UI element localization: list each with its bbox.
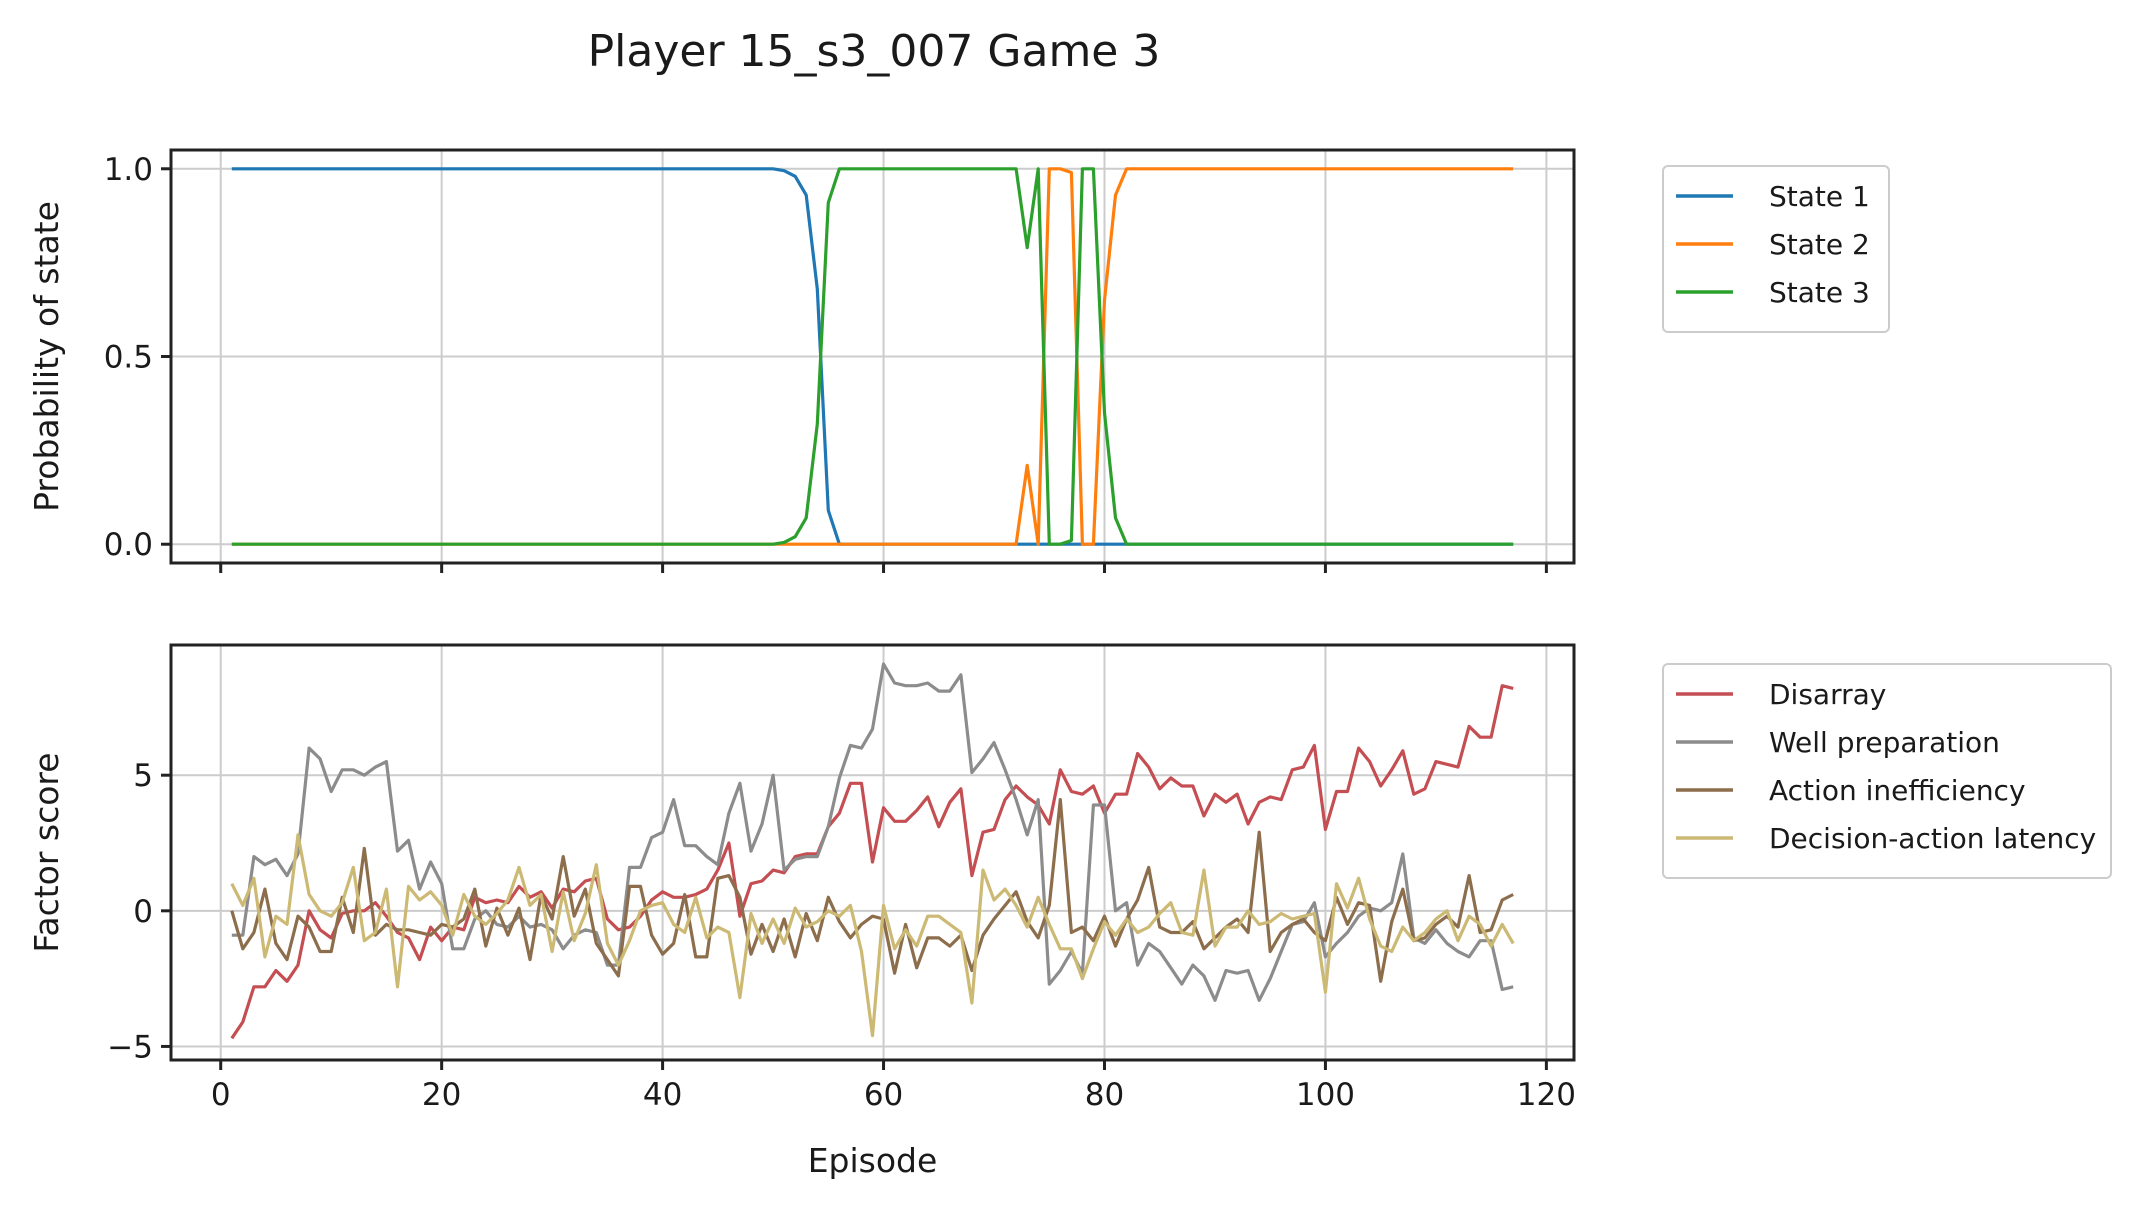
legend-label-well-preparation: Well preparation [1769, 726, 2000, 759]
y-tick-label: 5 [133, 758, 153, 794]
x-tick-label: 40 [643, 1077, 682, 1113]
plot-frame [169, 643, 1576, 1062]
series-line-state-2 [231, 167, 1514, 546]
legend: State 1 State 2 State 3 [1662, 165, 1890, 333]
legend-label-state-1: State 1 [1769, 180, 1870, 213]
y-axis-label: Factor score [27, 752, 66, 952]
y-tick-label: 0.5 [104, 340, 153, 376]
series-line-decision-action-latency [230, 833, 1515, 1038]
x-tick-label: 80 [1085, 1077, 1124, 1113]
x-axis-label: Episode [808, 1141, 938, 1180]
legend-box [1662, 663, 2112, 879]
chart-title: Player 15_s3_007 Game 3 [588, 26, 1161, 77]
y-tick-label: 1.0 [104, 152, 153, 188]
legend-label-action-inefficiency: Action inefficiency [1769, 774, 2026, 807]
y-tick-label: −5 [107, 1029, 153, 1065]
legend-label-state-3: State 3 [1769, 276, 1870, 309]
x-tick-label: 20 [422, 1077, 461, 1113]
factor-score-panel: 0 20 40 60 80 100 120 −5 0 5 Factor score Episode Di… [27, 643, 2112, 1180]
series-line-action-inefficiency [230, 798, 1514, 983]
series-line-disarray [230, 684, 1514, 1040]
legend-label-state-2: State 2 [1769, 228, 1870, 261]
series-line-well-preparation [231, 662, 1514, 1002]
legend: Disarray Well preparation Action inefficie… [1662, 663, 2112, 879]
y-tick-label: 0.0 [104, 527, 153, 563]
series-line-state-3 [231, 167, 1514, 546]
x-tick-label: 60 [864, 1077, 903, 1113]
y-axis-label: Probability of state [27, 201, 66, 512]
x-tick-label: 120 [1517, 1077, 1576, 1113]
y-tick-label: 0 [133, 894, 153, 930]
series-line-state-1 [231, 167, 1514, 546]
x-tick-label: 0 [211, 1077, 231, 1113]
legend-label-disarray: Disarray [1769, 678, 1886, 711]
legend-label-decision-action-latency: Decision-action latency [1769, 822, 2096, 855]
x-tick-label: 100 [1296, 1077, 1355, 1113]
